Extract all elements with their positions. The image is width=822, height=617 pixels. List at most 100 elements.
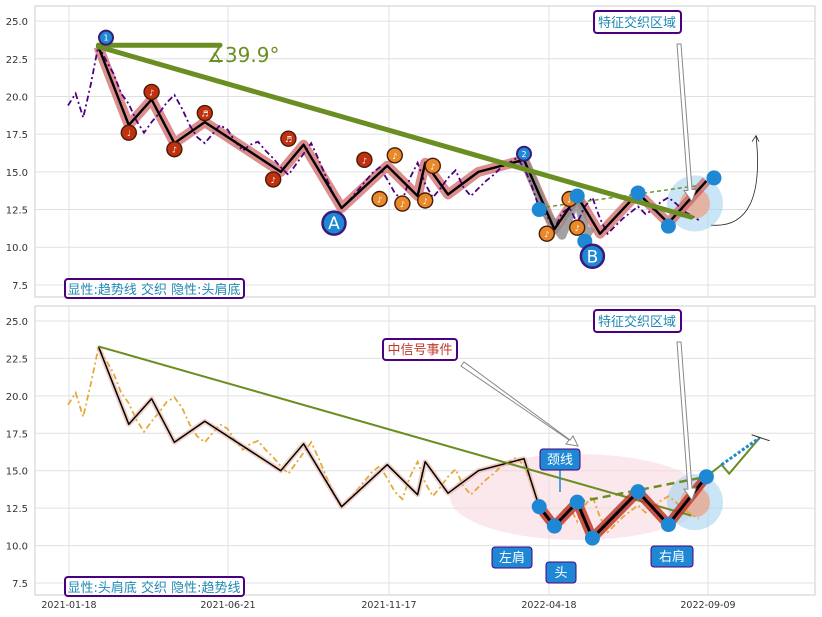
blue-marker	[98, 29, 114, 46]
bottom-overlay	[460, 341, 770, 502]
blue-marker-label: 2	[521, 150, 526, 159]
blue-marker	[706, 170, 722, 186]
marker-glyph: ♩	[127, 129, 131, 138]
top-y-tick-labels: 7.5 10.0 12.5 15.0 17.5 20.0 22.5 25.0	[6, 17, 28, 292]
head-label-box	[545, 561, 577, 584]
marker-glyph: ♬	[201, 110, 208, 119]
pattern-marker	[356, 151, 373, 168]
marker-glyph: ♪	[271, 176, 276, 185]
y-tick-label: 10.0	[6, 243, 28, 254]
target-cap	[751, 434, 770, 442]
y-tick-label: 25.0	[6, 317, 28, 328]
marker-glyph: ♪	[392, 152, 397, 161]
top-footer-label: 显性:趋势线 交织 隐性:头肩底	[67, 282, 240, 298]
top-plot-frame	[34, 5, 816, 298]
top-footer-label-box	[64, 278, 245, 299]
event-label-box	[382, 338, 458, 361]
marker-glyph: ♪	[149, 88, 154, 97]
blue-marker-label: 1	[103, 34, 108, 43]
y-tick-label: 12.5	[6, 504, 28, 515]
pattern-marker	[394, 195, 411, 212]
pattern-point-badge	[579, 243, 606, 270]
neckline-label-box	[539, 448, 581, 471]
price-series	[67, 42, 700, 236]
zigzag-line	[97, 346, 540, 508]
pattern-marker	[166, 141, 183, 158]
pattern-point-label: A	[328, 214, 340, 234]
hs-pattern-marker	[660, 517, 676, 533]
pattern-marker	[196, 104, 214, 122]
pattern-marker	[371, 190, 388, 208]
y-tick-label: 7.5	[12, 579, 28, 590]
y-tick-label: 25.0	[6, 17, 28, 28]
right-shoulder-label-box	[650, 545, 694, 568]
marker-glyph: ♪	[430, 162, 435, 171]
y-tick-label: 22.5	[6, 354, 28, 365]
hs-pattern-marker	[569, 494, 585, 510]
y-tick-label: 7.5	[12, 281, 28, 292]
y-tick-label: 15.0	[6, 467, 28, 478]
marker-glyph: ♪	[400, 200, 405, 209]
top-zone-label: 特征交织区域	[598, 15, 676, 31]
top-grid	[35, 6, 815, 297]
marker-glyph: ♬	[285, 135, 292, 144]
bottom-panel: 7.5 10.0 12.5 15.0 17.5 20.0 22.5 25.0 2021-01-…	[6, 305, 816, 611]
projection-line	[705, 437, 761, 478]
pattern-point-badge	[321, 210, 347, 236]
x-tick-labels: 2021-01-18 2021-06-21 2021-11-17 2022-04-18…	[41, 600, 735, 611]
bottom-footer-label: 显性:头肩底 交织 隐性:趋势线	[67, 580, 240, 596]
neckline-label: 颈线	[547, 453, 573, 468]
y-tick-label: 20.0	[6, 392, 28, 403]
pattern-marker	[143, 83, 160, 101]
y-tick-label: 20.0	[6, 92, 28, 103]
x-tick-label: 2021-06-21	[200, 600, 255, 611]
blue-marker	[516, 145, 532, 162]
x-tick-label: 2022-04-18	[521, 600, 576, 611]
y-tick-label: 17.5	[6, 130, 28, 141]
marker-glyph: ♪	[172, 146, 177, 155]
y-tick-label: 10.0	[6, 542, 28, 553]
y-tick-label: 17.5	[6, 429, 28, 440]
top-panel: 7.5 10.0 12.5 15.0 17.5 20.0 22.5 25.0 ♩ ♪ ♪ ♬ ♪ ♬ ♪ ♪…	[6, 5, 816, 299]
marker-glyph: ♪	[362, 156, 367, 165]
hs-pattern-marker	[630, 484, 646, 500]
blue-marker	[630, 185, 646, 201]
pattern-marker	[386, 147, 403, 164]
blue-marker	[531, 202, 547, 218]
right-shoulder-label: 右肩	[659, 549, 685, 565]
blue-marker	[569, 188, 585, 204]
event-label: 中信号事件	[387, 343, 452, 358]
hs-pattern-marker	[546, 518, 562, 534]
bottom-chart-marks	[67, 345, 761, 546]
pattern-marker	[265, 171, 282, 188]
zone-callout-arrow	[676, 341, 697, 502]
top-overlay	[676, 43, 760, 226]
y-tick-label: 22.5	[6, 55, 28, 66]
pattern-marker	[424, 157, 441, 175]
left-shoulder-label-box	[491, 546, 533, 569]
left-shoulder-label: 左肩	[499, 550, 525, 566]
event-callout-arrow	[460, 361, 579, 447]
pattern-marker	[280, 130, 297, 147]
hs-pattern-marker	[698, 469, 714, 485]
x-tick-label: 2021-01-18	[41, 600, 96, 611]
bottom-zone-label: 特征交织区域	[598, 314, 676, 330]
pattern-marker	[569, 219, 586, 236]
hs-pattern-marker	[584, 530, 600, 546]
head-label: 头	[554, 566, 567, 581]
marker-glyph: ♪	[575, 224, 580, 233]
y-tick-label: 15.0	[6, 168, 28, 179]
pattern-marker	[417, 192, 434, 209]
bottom-zone-label-box	[593, 309, 682, 333]
zone-callout-arrow	[676, 43, 697, 203]
y-tick-label: 12.5	[6, 206, 28, 217]
marker-glyph: ♪	[377, 195, 382, 204]
pattern-marker	[120, 124, 138, 141]
bottom-footer-label-box	[64, 576, 245, 597]
projection-arc-head	[751, 134, 760, 142]
trendline	[98, 345, 692, 517]
x-tick-label: 2021-11-17	[361, 600, 416, 611]
hs-pattern-marker	[531, 499, 547, 515]
blue-marker	[660, 218, 676, 234]
